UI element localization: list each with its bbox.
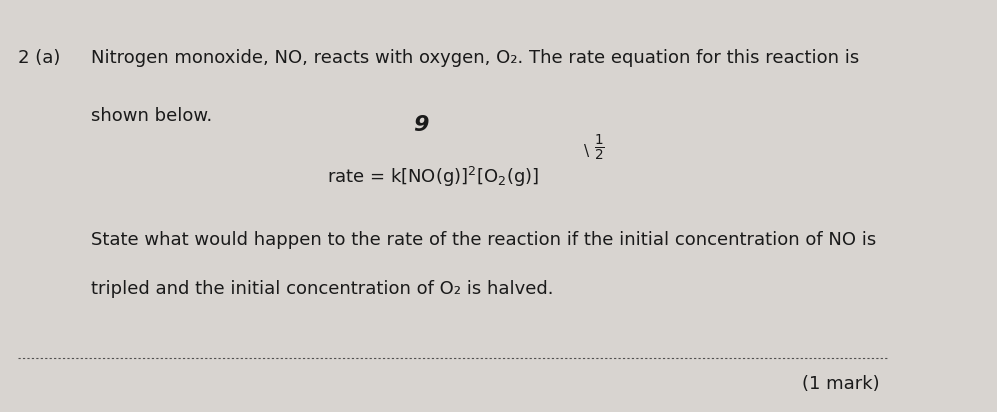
Text: shown below.: shown below. [91, 107, 212, 125]
Text: (1 mark): (1 mark) [803, 375, 880, 393]
Text: 2 (a): 2 (a) [18, 49, 61, 68]
Text: $\frac{1}{2}$: $\frac{1}{2}$ [594, 133, 605, 163]
Text: $\backslash$: $\backslash$ [583, 142, 590, 159]
Text: 9: 9 [413, 115, 429, 136]
Text: Nitrogen monoxide, NO, reacts with oxygen, O₂. The rate equation for this reacti: Nitrogen monoxide, NO, reacts with oxyge… [91, 49, 859, 68]
Text: rate = k[NO(g)]$^2$[O$_2$(g)]: rate = k[NO(g)]$^2$[O$_2$(g)] [327, 165, 538, 189]
Text: tripled and the initial concentration of O₂ is halved.: tripled and the initial concentration of… [91, 280, 553, 298]
Text: State what would happen to the rate of the reaction if the initial concentration: State what would happen to the rate of t… [91, 231, 876, 249]
